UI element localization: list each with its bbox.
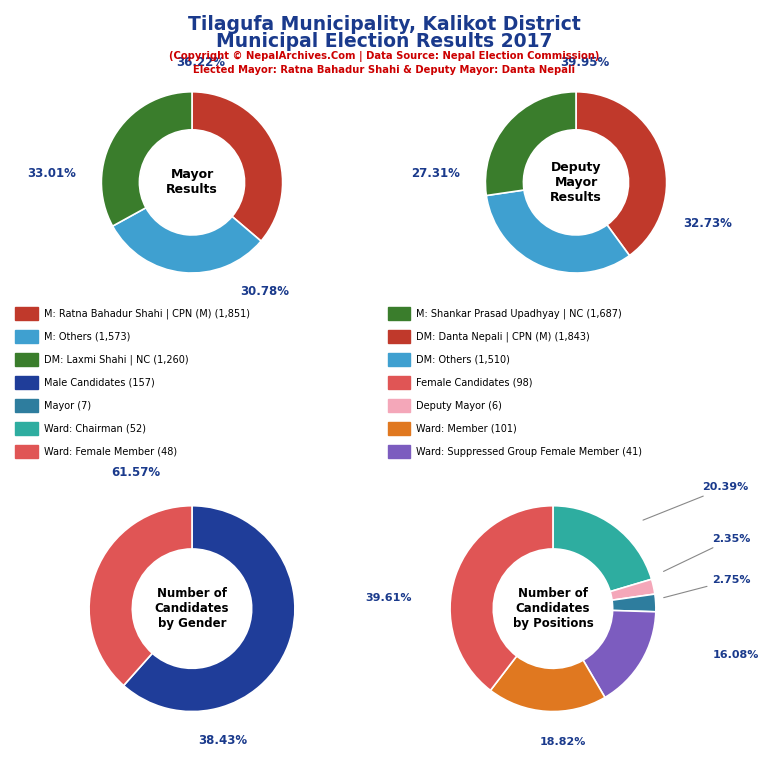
Text: Municipal Election Results 2017: Municipal Election Results 2017 bbox=[216, 32, 552, 51]
Text: 2.35%: 2.35% bbox=[664, 534, 751, 571]
Wedge shape bbox=[612, 594, 656, 612]
Text: 39.95%: 39.95% bbox=[561, 56, 610, 69]
Text: 20.39%: 20.39% bbox=[643, 482, 749, 520]
Bar bbox=[15, 399, 38, 412]
Text: Male Candidates (157): Male Candidates (157) bbox=[44, 377, 154, 388]
Wedge shape bbox=[124, 506, 295, 711]
Bar bbox=[15, 422, 38, 435]
Wedge shape bbox=[610, 579, 655, 601]
Text: M: Shankar Prasad Upadhyay | NC (1,687): M: Shankar Prasad Upadhyay | NC (1,687) bbox=[416, 308, 622, 319]
Text: 2.75%: 2.75% bbox=[664, 575, 751, 598]
Wedge shape bbox=[583, 611, 656, 697]
Text: 39.61%: 39.61% bbox=[365, 594, 412, 604]
Text: 32.73%: 32.73% bbox=[683, 217, 732, 230]
Bar bbox=[15, 329, 38, 343]
Text: 16.08%: 16.08% bbox=[713, 650, 759, 660]
Bar bbox=[388, 376, 410, 389]
Bar bbox=[388, 306, 410, 320]
Wedge shape bbox=[491, 656, 605, 711]
Wedge shape bbox=[113, 207, 261, 273]
Text: (Copyright © NepalArchives.Com | Data Source: Nepal Election Commission): (Copyright © NepalArchives.Com | Data So… bbox=[169, 51, 599, 61]
Bar bbox=[388, 399, 410, 412]
Text: DM: Laxmi Shahi | NC (1,260): DM: Laxmi Shahi | NC (1,260) bbox=[44, 354, 188, 365]
Bar bbox=[15, 445, 38, 458]
Text: Ward: Chairman (52): Ward: Chairman (52) bbox=[44, 423, 146, 434]
Text: Ward: Suppressed Group Female Member (41): Ward: Suppressed Group Female Member (41… bbox=[416, 446, 642, 457]
Text: 38.43%: 38.43% bbox=[198, 734, 247, 746]
Text: Female Candidates (98): Female Candidates (98) bbox=[416, 377, 533, 388]
Text: 61.57%: 61.57% bbox=[111, 466, 160, 479]
Wedge shape bbox=[450, 506, 553, 690]
Text: M: Others (1,573): M: Others (1,573) bbox=[44, 331, 131, 342]
Wedge shape bbox=[576, 92, 667, 256]
Wedge shape bbox=[486, 190, 630, 273]
Text: Mayor
Results: Mayor Results bbox=[166, 168, 218, 197]
Text: Deputy
Mayor
Results: Deputy Mayor Results bbox=[550, 161, 602, 204]
Bar bbox=[388, 329, 410, 343]
Text: Mayor (7): Mayor (7) bbox=[44, 400, 91, 411]
Text: 27.31%: 27.31% bbox=[411, 167, 460, 180]
Text: 18.82%: 18.82% bbox=[540, 737, 587, 747]
Bar bbox=[15, 376, 38, 389]
Bar bbox=[15, 306, 38, 320]
Bar bbox=[388, 445, 410, 458]
Wedge shape bbox=[192, 92, 283, 241]
Bar bbox=[388, 353, 410, 366]
Wedge shape bbox=[485, 92, 576, 196]
Text: DM: Others (1,510): DM: Others (1,510) bbox=[416, 354, 510, 365]
Text: DM: Danta Nepali | CPN (M) (1,843): DM: Danta Nepali | CPN (M) (1,843) bbox=[416, 331, 590, 342]
Bar bbox=[388, 422, 410, 435]
Bar bbox=[15, 353, 38, 366]
Text: Number of
Candidates
by Gender: Number of Candidates by Gender bbox=[154, 588, 230, 630]
Text: M: Ratna Bahadur Shahi | CPN (M) (1,851): M: Ratna Bahadur Shahi | CPN (M) (1,851) bbox=[44, 308, 250, 319]
Text: Ward: Member (101): Ward: Member (101) bbox=[416, 423, 517, 434]
Text: 36.22%: 36.22% bbox=[177, 56, 226, 69]
Wedge shape bbox=[553, 506, 651, 591]
Text: 30.78%: 30.78% bbox=[240, 285, 289, 298]
Text: Elected Mayor: Ratna Bahadur Shahi & Deputy Mayor: Danta Nepali: Elected Mayor: Ratna Bahadur Shahi & Dep… bbox=[193, 65, 575, 74]
Wedge shape bbox=[89, 506, 192, 686]
Text: 33.01%: 33.01% bbox=[27, 167, 76, 180]
Text: Ward: Female Member (48): Ward: Female Member (48) bbox=[44, 446, 177, 457]
Text: Number of
Candidates
by Positions: Number of Candidates by Positions bbox=[512, 588, 594, 630]
Text: Deputy Mayor (6): Deputy Mayor (6) bbox=[416, 400, 502, 411]
Wedge shape bbox=[101, 91, 192, 226]
Text: Tilagufa Municipality, Kalikot District: Tilagufa Municipality, Kalikot District bbox=[187, 15, 581, 35]
